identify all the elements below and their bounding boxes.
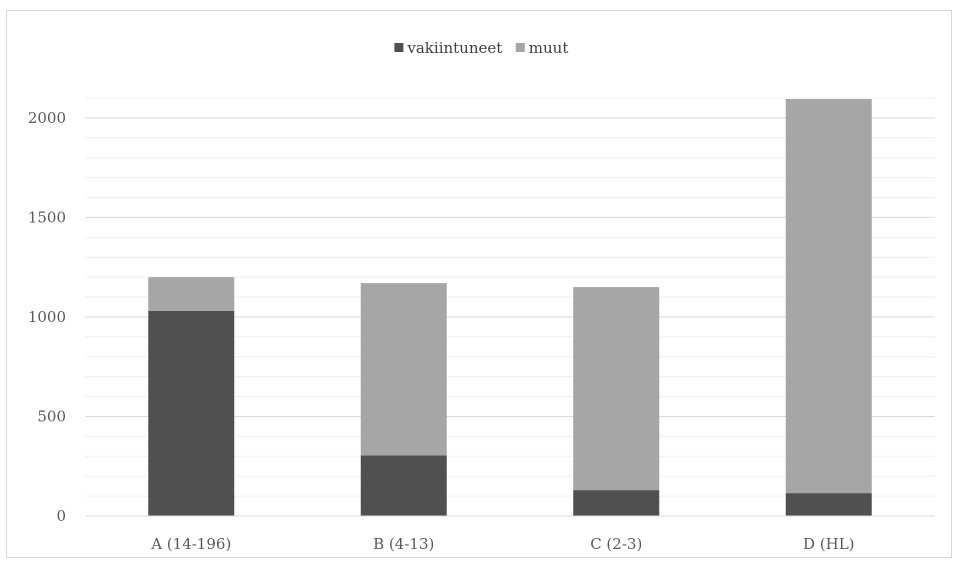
y-axis: 0 500 1000 1500 2000 [28,109,66,525]
bar-muut-2 [573,287,660,491]
legend-swatch-muut [515,43,525,52]
y-tick-label: 1500 [28,208,66,226]
bar-vakiintuneet-1 [360,455,447,516]
legend: vakiintuneet muut [394,39,568,57]
bar-muut-0 [148,277,235,311]
bar-vakiintuneet-2 [573,490,660,516]
x-tick-label: C (2-3) [590,535,642,553]
legend-swatch-vakiintuneet [394,43,404,52]
y-tick-label: 2000 [28,109,66,127]
y-tick-label: 500 [37,407,66,425]
x-tick-label: A (14-196) [150,535,231,553]
x-tick-label: B (4-13) [373,535,434,553]
bar-muut-3 [785,98,872,494]
bars [148,98,872,516]
bar-vakiintuneet-3 [785,493,872,516]
bar-muut-1 [360,283,447,456]
x-tick-labels: A (14-196) B (4-13) C (2-3) D (HL) [150,535,854,553]
bar-vakiintuneet-0 [148,310,235,516]
legend-label-vakiintuneet: vakiintuneet [406,39,502,57]
x-tick-label: D (HL) [803,535,855,553]
y-tick-label: 0 [56,507,66,525]
legend-label-muut: muut [529,39,569,57]
y-tick-label: 1000 [28,308,66,326]
